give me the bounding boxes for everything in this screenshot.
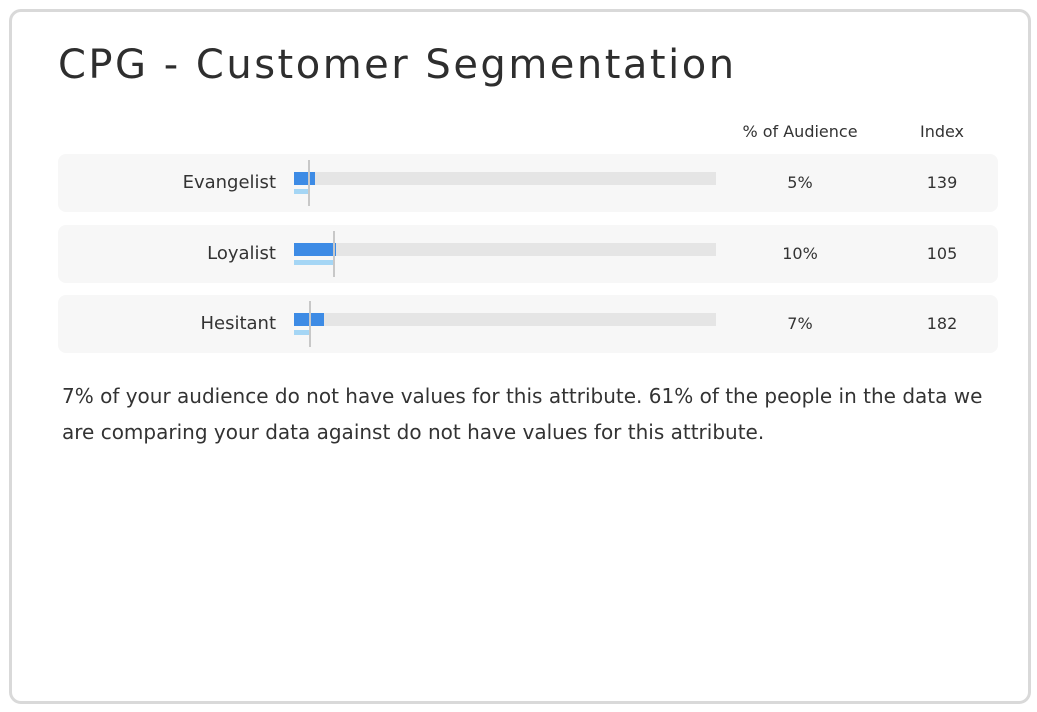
comparison-marker (333, 231, 336, 277)
segment-label: Evangelist (182, 172, 276, 193)
index-value: 139 (926, 173, 958, 192)
card-title: CPG - Customer Segmentation (58, 42, 737, 88)
comparison-marker (308, 160, 311, 206)
bar-track (294, 313, 716, 326)
segment-row: Evangelist 5% 139 (58, 154, 998, 212)
pct-value: 10% (782, 244, 818, 263)
audience-bar (294, 243, 337, 256)
segment-label: Hesitant (200, 313, 276, 334)
column-header-index: Index (919, 122, 965, 141)
comparison-bar (294, 330, 311, 335)
segmentation-card: CPG - Customer Segmentation % of Audienc… (9, 9, 1031, 704)
bar-track (294, 172, 716, 185)
audience-bar (294, 313, 324, 326)
comparison-bar (294, 189, 310, 194)
missing-values-note: 7% of your audience do not have values f… (62, 384, 983, 444)
segment-row: Loyalist 10% 105 (58, 225, 998, 283)
comparison-marker (309, 301, 312, 347)
index-value: 105 (926, 244, 958, 263)
pct-value: 5% (787, 173, 813, 192)
column-header-pct: % of Audience (742, 122, 858, 141)
audience-bar (294, 172, 316, 185)
segment-row: Hesitant 7% 182 (58, 295, 998, 353)
comparison-bar (294, 260, 335, 265)
segment-label: Loyalist (207, 243, 276, 264)
pct-value: 7% (787, 314, 813, 333)
bar-track (294, 243, 716, 256)
index-value: 182 (926, 314, 958, 333)
